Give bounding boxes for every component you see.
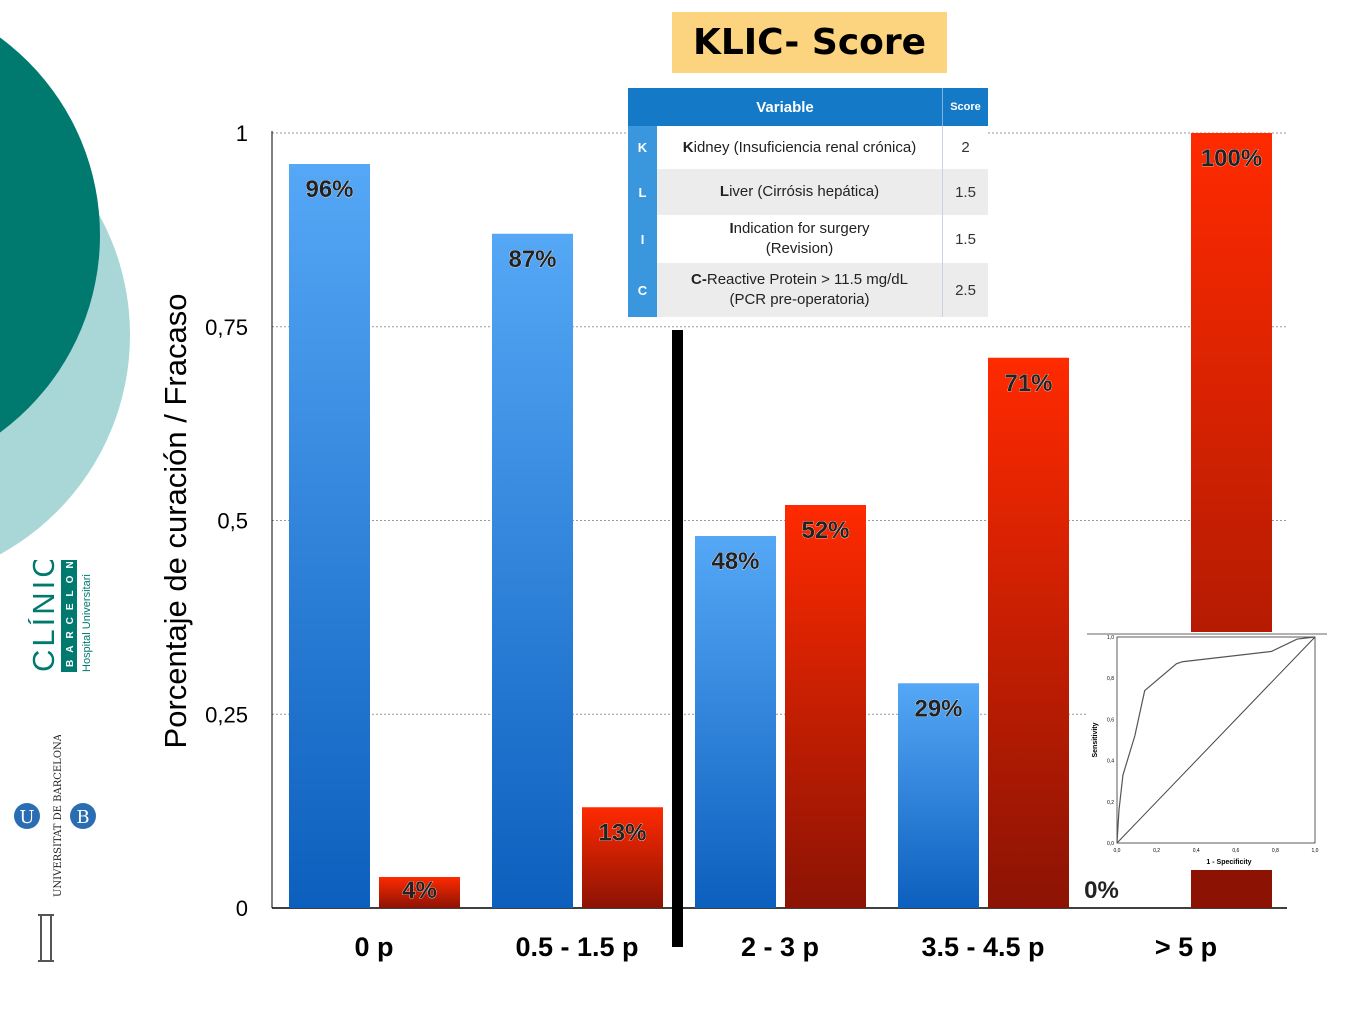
bar-success <box>289 164 370 908</box>
row-score: 1.5 <box>942 169 988 215</box>
clinic-logo-city: BARCELONA <box>65 560 76 667</box>
y-tick-label: 0,25 <box>205 702 248 727</box>
ub-building-icon <box>40 914 52 962</box>
data-label: 13% <box>598 819 646 846</box>
data-label: 87% <box>508 246 556 273</box>
data-label: 29% <box>914 695 962 722</box>
ub-u-letter: U <box>19 807 34 828</box>
x-tick-label: 0.5 - 1.5 p <box>515 932 638 962</box>
header-variable: Variable <box>628 88 943 126</box>
row-variable: Liver (Cirrósis hepática) <box>657 169 943 215</box>
row-score: 2 <box>942 126 988 169</box>
data-label: 71% <box>1004 370 1052 397</box>
dark-teal-circle <box>0 37 100 433</box>
x-tick-label: > 5 p <box>1155 932 1217 962</box>
roc-y-tick: 0,2 <box>1107 800 1114 806</box>
roc-x-label: 1 - Specificity <box>1206 859 1251 866</box>
roc-x-tick: 0,2 <box>1153 848 1160 854</box>
data-label: 0% <box>1084 877 1119 904</box>
bar-success <box>898 683 979 908</box>
row-letter: I <box>628 215 657 263</box>
axes: 0 0,25 0,5 0,75 1 0 p 0.5 - 1.5 p 2 - 3 p 3.5 - … <box>205 121 1287 962</box>
row-letter: K <box>628 126 657 169</box>
roc-reference-line <box>1116 636 1316 844</box>
y-tick-label: 0,75 <box>205 315 248 340</box>
y-tick-label: 1 <box>236 121 248 146</box>
row-letter: C <box>628 263 657 317</box>
clinic-logo-word: CLÍNIC <box>28 560 61 672</box>
clinic-logo: CLÍNIC BARCELONA Hospital Universitari <box>28 560 93 672</box>
klic-score-table: Variable Score K Kidney (Insuficiencia r… <box>628 88 988 317</box>
header-score: Score <box>942 88 988 126</box>
table-row: L Liver (Cirrósis hepática) 1.5 <box>628 169 988 215</box>
bar-stub <box>1191 868 1272 908</box>
data-label: 48% <box>711 548 759 575</box>
clinic-logo-sub: Hospital Universitari <box>81 574 93 672</box>
y-tick-label: 0,5 <box>217 509 248 534</box>
ub-u-circle <box>14 803 40 829</box>
data-label: 52% <box>801 517 849 544</box>
roc-x-tick: 0,4 <box>1193 848 1200 854</box>
roc-plot: 0,00,0 0,2 0,2 0,4 0,4 0,6 0,6 0,8 0,8 1,0 1,0 <box>1107 635 1319 854</box>
bar-failure <box>379 877 460 908</box>
roc-y-label: Sensitivity <box>1092 722 1099 757</box>
roc-y-tick: 0,6 <box>1107 717 1114 723</box>
row-variable: Kidney (Insuficiencia renal crónica) <box>682 138 917 156</box>
ub-b-circle <box>70 803 96 829</box>
roc-y-tick: 1,0 <box>1107 635 1114 641</box>
divider <box>672 330 683 947</box>
data-label: 96% <box>305 176 353 203</box>
roc-curve-inset: 0,00,0 0,2 0,2 0,4 0,4 0,6 0,6 0,8 0,8 1,0 1,0 1 -… <box>1087 632 1327 870</box>
data-label: 4% <box>402 877 437 904</box>
table-row: C C-Reactive Protein > 11.5 mg/dL (PCR pr… <box>628 263 988 317</box>
roc-y-tick: 0,4 <box>1107 759 1114 765</box>
table-row: K Kidney (Insuficiencia renal crónica) 2 <box>628 126 988 169</box>
row-score: 2.5 <box>942 263 988 317</box>
bar-failure <box>582 807 663 908</box>
row-variable: C-Reactive Protein > 11.5 mg/dL (PCR pre-… <box>657 263 943 317</box>
roc-y-tick: 0,0 <box>1107 841 1114 847</box>
data-label: 100% <box>1201 145 1262 172</box>
ub-logo: U B UNIVERSITAT DE BARCELONA <box>14 735 96 962</box>
ub-b-letter: B <box>76 807 89 828</box>
y-tick-label: 0 <box>236 896 248 921</box>
roc-x-tick: 0,0 <box>1114 848 1121 854</box>
roc-curve <box>1116 636 1316 844</box>
bar-failure <box>785 505 866 908</box>
roc-y-tick: 0,8 <box>1107 676 1114 682</box>
divider-bar <box>672 330 683 947</box>
roc-x-tick: 0,6 <box>1232 848 1239 854</box>
bar-success <box>492 233 573 908</box>
roc-x-tick: 0,8 <box>1272 848 1279 854</box>
ub-logo-text: UNIVERSITAT DE BARCELONA <box>53 735 64 897</box>
x-tick-label: 3.5 - 4.5 p <box>921 932 1044 962</box>
x-tick-label: 2 - 3 p <box>741 932 819 962</box>
row-variable: Indication for surgery (Revision) <box>729 220 870 257</box>
bar-success <box>695 536 776 908</box>
table-header-row: Variable Score <box>628 88 988 126</box>
roc-x-tick: 1,0 <box>1312 848 1319 854</box>
chart-title: KLIC- Score <box>672 12 947 73</box>
bar-failure <box>988 357 1069 908</box>
row-letter: L <box>628 169 657 215</box>
data-labels: 96% 4% 87% 13% 48% 52% 29% 71% 0% 100% <box>305 145 1262 905</box>
row-score: 1.5 <box>942 215 988 263</box>
table-row: I Indication for surgery (Revision) 1.5 <box>628 215 988 263</box>
x-tick-label: 0 p <box>354 932 393 962</box>
